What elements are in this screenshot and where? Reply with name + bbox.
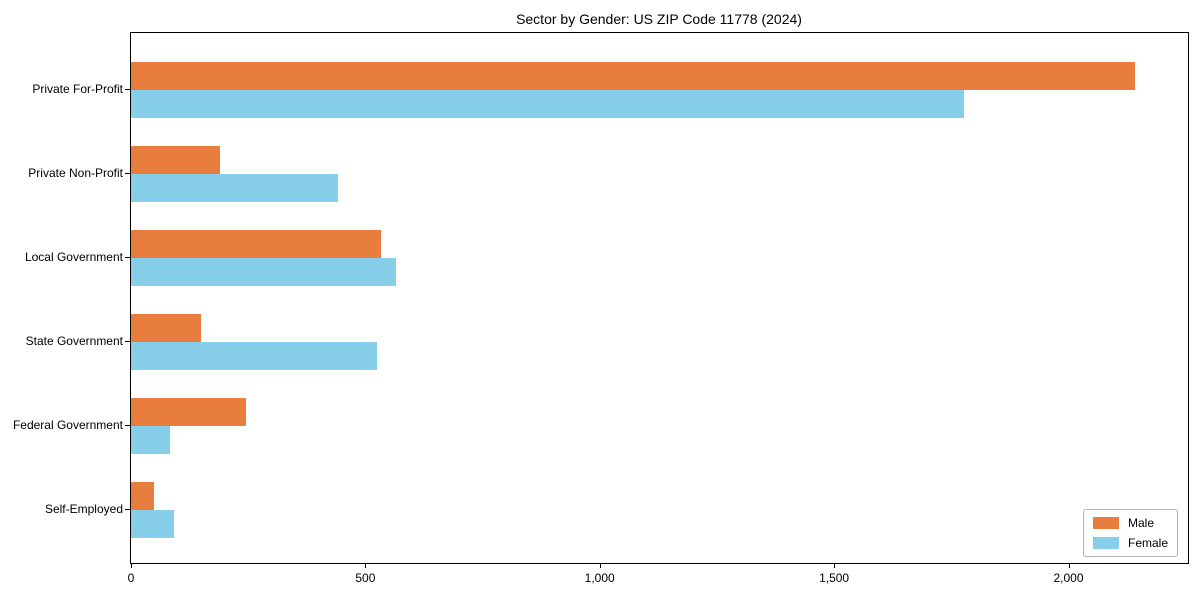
y-tick-label: Federal Government [12,417,123,432]
legend: Male Female [1082,509,1178,557]
y-axis-labels: Private For-Profit Private Non-Profit Loca… [0,32,123,562]
y-tick-mark [125,172,130,174]
x-tick-mark [1068,563,1070,568]
plot-area: Male Female [130,32,1189,564]
y-tick-mark [125,88,130,90]
bar-female-5 [131,509,175,538]
y-tick-label: Local Government [24,249,123,264]
legend-label-male: Male [1127,516,1154,530]
x-tick-mark [365,563,367,568]
y-tick-label: State Government [25,333,123,348]
legend-item-female: Female [1092,536,1168,550]
bar-male-0 [131,61,1135,90]
y-tick-mark [125,424,130,426]
bar-female-2 [131,257,397,286]
x-tick-mark [834,563,836,568]
bar-female-3 [131,341,377,370]
y-tick-mark [125,340,130,342]
y-tick-label: Self-Employed [44,501,123,516]
y-tick-mark [125,256,130,258]
x-tick-label: 1,500 [819,571,850,585]
bar-female-1 [131,173,338,202]
bar-male-1 [131,145,220,174]
legend-label-female: Female [1127,536,1168,550]
bar-male-3 [131,313,202,342]
legend-item-male: Male [1092,516,1168,530]
x-tick-label: 500 [355,571,376,585]
x-tick-mark [599,563,601,568]
y-tick-mark [125,508,130,510]
x-tick-label: 0 [127,571,135,585]
y-tick-label: Private Non-Profit [28,165,123,180]
bar-male-2 [131,229,381,258]
female-color-swatch [1092,537,1119,549]
bar-female-4 [131,425,171,454]
y-tick-label: Private For-Profit [32,81,123,96]
bar-female-0 [131,89,965,118]
x-tick-label: 1,000 [584,571,615,585]
male-color-swatch [1092,517,1119,529]
bar-male-5 [131,481,154,510]
bar-male-4 [131,397,247,426]
chart-title: Sector by Gender: US ZIP Code 11778 (202… [516,11,802,27]
x-tick-mark [131,563,132,568]
x-tick-label: 2,000 [1053,571,1084,585]
x-axis: 0 500 1,000 1,500 2,000 [127,563,1188,593]
